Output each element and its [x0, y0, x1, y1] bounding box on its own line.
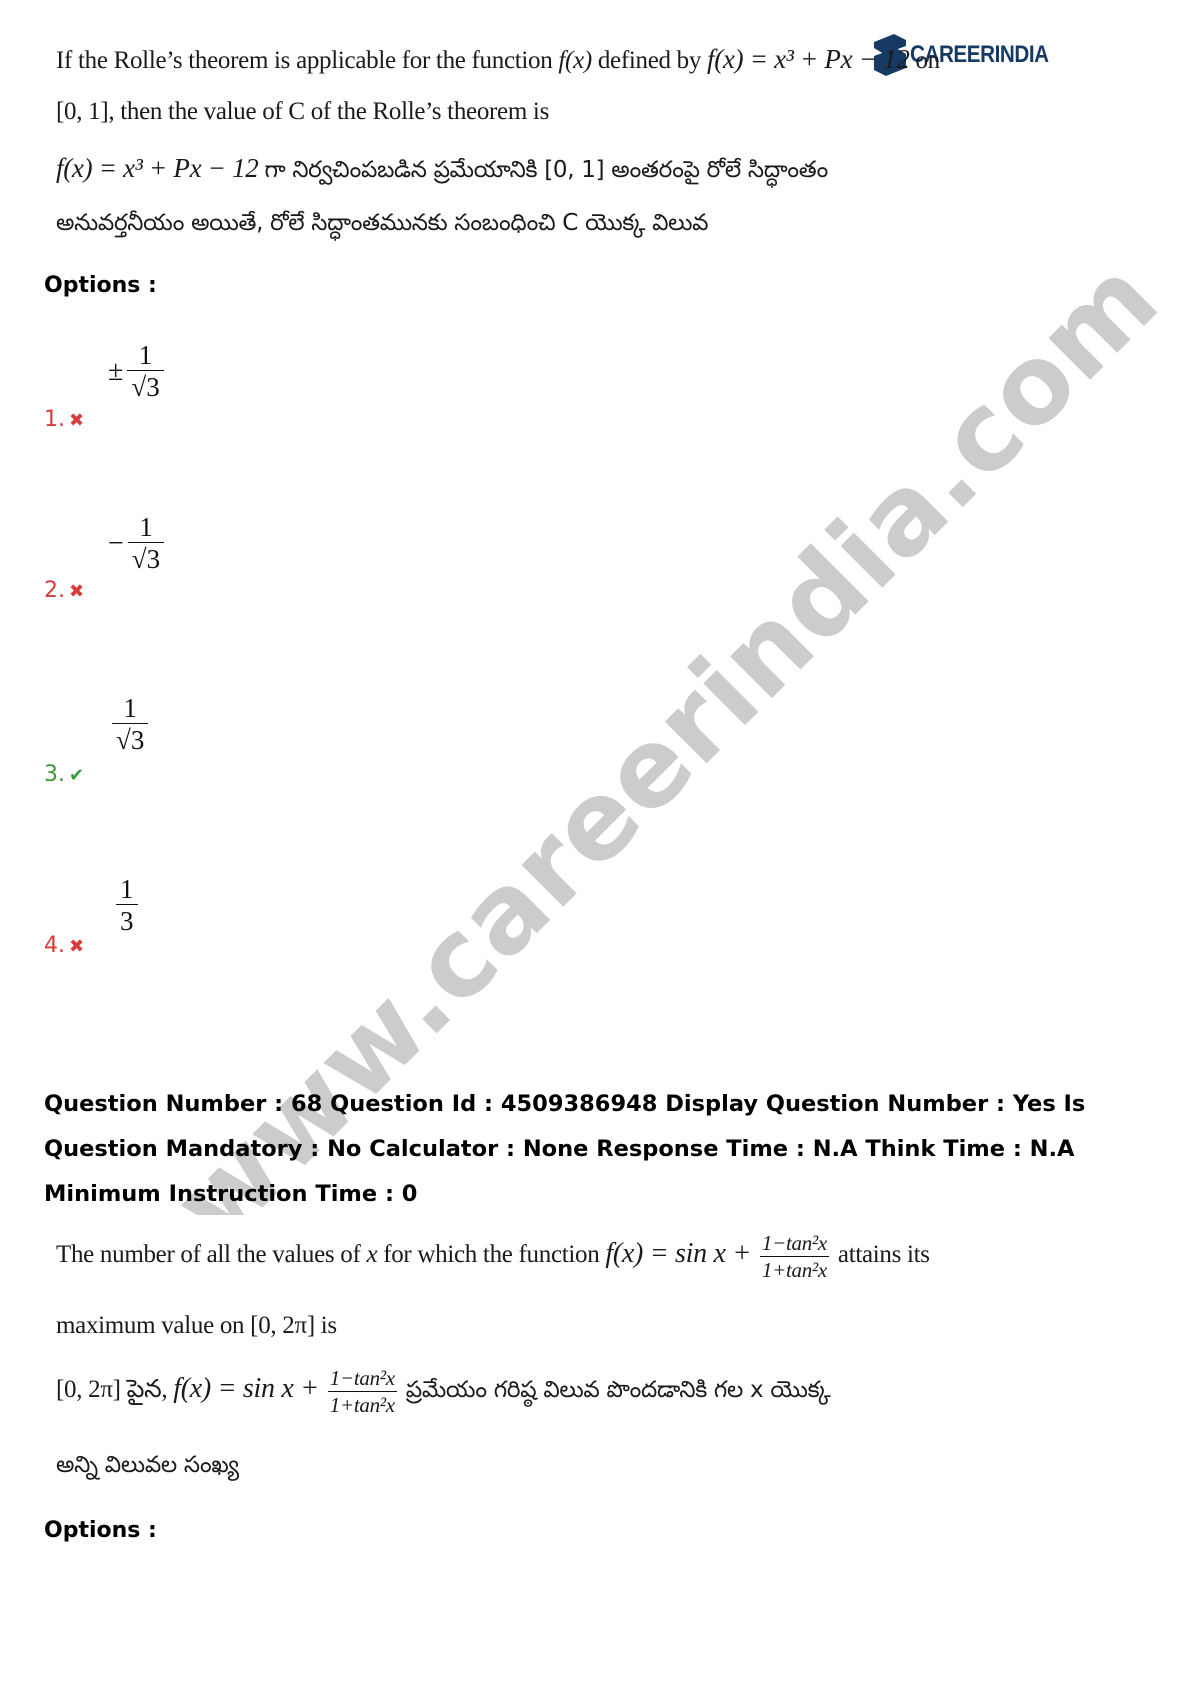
q68-te-fraction-denominator: 1+tan²x [327, 1391, 397, 1417]
q67-options-label: Options : [44, 273, 157, 298]
q68-telugu-line-2: అన్ని విలువల సంఖ్య [56, 1452, 239, 1478]
option-2[interactable]: 2. ✖ [44, 578, 84, 603]
q68-text-mid: for which the function [383, 1241, 600, 1269]
careerindia-logo: CAREERINDIA [872, 34, 1071, 76]
option-2-numerator: 1 [139, 512, 153, 542]
q67-english-line-1: If the Rolle’s theorem is applicable for… [56, 44, 940, 75]
q68-english-line-2: maximum value on [0, 2π] is [56, 1312, 337, 1339]
q68-fraction-denominator: 1+tan²x [759, 1256, 829, 1282]
option-1-number: 1. [44, 407, 65, 432]
q68-english-line-1: The number of all the values of x for wh… [56, 1230, 930, 1283]
option-1-value: ± 1 √3 [108, 340, 164, 403]
q68-meta: Question Number : 68 Question Id : 45093… [44, 1091, 1086, 1207]
logo-shield-icon [874, 34, 906, 76]
option-3-number: 3. [44, 762, 65, 787]
option-3[interactable]: 3. ✔ [44, 762, 84, 787]
option-1-denominator: √3 [127, 370, 164, 403]
q68-te-formula: f(x) = sin x + [173, 1373, 319, 1405]
q67-text-on: on [915, 47, 940, 74]
watermark: www.careerindia.com [150, 235, 1183, 1215]
option-4-number: 4. [44, 933, 65, 958]
option-3-value: 1 √3 [108, 693, 149, 756]
q68-fraction-numerator: 1−tan²x [761, 1231, 827, 1255]
q68-telugu-line-1: [0, 2π] పైన, f(x) = sin x + 1−tan²x 1+tan… [56, 1365, 831, 1418]
option-3-denominator: √3 [112, 723, 149, 756]
q67-fx: f(x) [558, 47, 592, 74]
q68-formula: f(x) = sin x + [605, 1238, 751, 1270]
cross-icon: ✖ [69, 410, 85, 431]
q68-te-interval: [0, 2π] పైన, [56, 1376, 168, 1404]
option-2-value: − 1 √3 [108, 512, 165, 575]
q68-te-text: ప్రమేయం గరిష్ఠ విలువ పొందడానికి గల x యొక… [405, 1377, 831, 1404]
option-4-denominator: 3 [116, 904, 138, 937]
option-4-numerator: 1 [120, 874, 134, 904]
option-2-sign: − [108, 527, 124, 559]
option-3-numerator: 1 [123, 693, 137, 723]
q68-te-fraction-numerator: 1−tan²x [329, 1366, 395, 1390]
cross-icon: ✖ [69, 581, 85, 602]
q67-telugu-line-1: f(x) = x³ + Px − 12 గా నిర్వచింపబడిన ప్ర… [56, 153, 828, 189]
q68-options-label: Options : [44, 1518, 157, 1543]
option-2-number: 2. [44, 578, 65, 603]
q67-te-text: గా నిర్వచింపబడిన ప్రమేయానికి [0, 1] అంతర… [264, 157, 828, 183]
q68-text: The number of all the values of [56, 1241, 361, 1269]
option-2-denominator: √3 [127, 542, 165, 575]
check-icon: ✔ [69, 765, 85, 786]
q68-x: x [366, 1241, 378, 1269]
logo-wordmark: CAREERINDIA [910, 41, 1049, 68]
q67-formula: f(x) = x³ + Px − 12 [707, 44, 910, 74]
option-4[interactable]: 4. ✖ [44, 933, 84, 958]
q67-text: If the Rolle’s theorem is applicable for… [56, 47, 553, 74]
option-1[interactable]: 1. ✖ [44, 407, 84, 432]
cross-icon: ✖ [69, 936, 85, 957]
q68-text-post: attains its [837, 1241, 930, 1269]
q67-text-mid: defined by [597, 47, 702, 74]
q67-english-line-2: [0, 1], then the value of C of the Rolle… [56, 98, 550, 125]
option-1-numerator: 1 [138, 340, 153, 370]
q67-telugu-line-2: అనువర్తనీయం అయితే, రోలే సిద్ధాంతమునకు సం… [56, 210, 709, 236]
q67-te-formula: f(x) = x³ + Px − 12 [56, 153, 259, 183]
option-1-sign: ± [108, 355, 124, 387]
